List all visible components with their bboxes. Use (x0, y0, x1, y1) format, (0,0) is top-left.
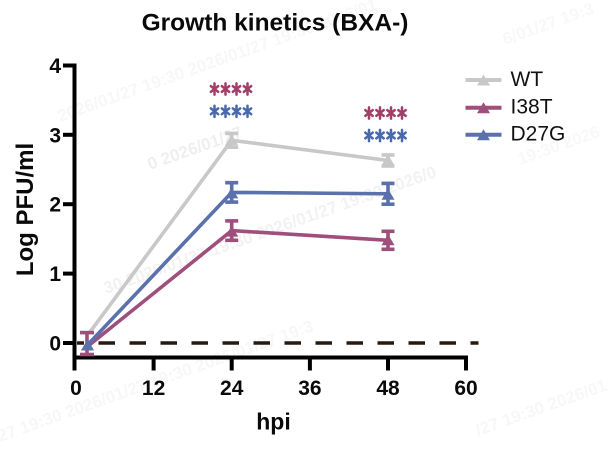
svg-text:3: 3 (49, 124, 61, 147)
svg-text:0: 0 (70, 377, 82, 400)
svg-text:D27G: D27G (511, 123, 566, 146)
svg-text:24: 24 (220, 377, 244, 400)
svg-text:36: 36 (298, 377, 321, 400)
svg-text:WT: WT (511, 68, 544, 91)
svg-text:2: 2 (49, 194, 61, 217)
svg-text:Growth kinetics (BXA-): Growth kinetics (BXA-) (142, 10, 409, 37)
svg-text:48: 48 (376, 377, 400, 400)
svg-text:0: 0 (49, 333, 61, 356)
svg-text:1: 1 (49, 263, 61, 286)
svg-text:Log PFU/ml: Log PFU/ml (12, 143, 39, 276)
svg-text:4: 4 (49, 55, 61, 78)
svg-text:60: 60 (454, 377, 477, 400)
svg-text:12: 12 (142, 377, 165, 400)
svg-text:I38T: I38T (511, 96, 553, 119)
svg-text:hpi: hpi (256, 409, 291, 435)
